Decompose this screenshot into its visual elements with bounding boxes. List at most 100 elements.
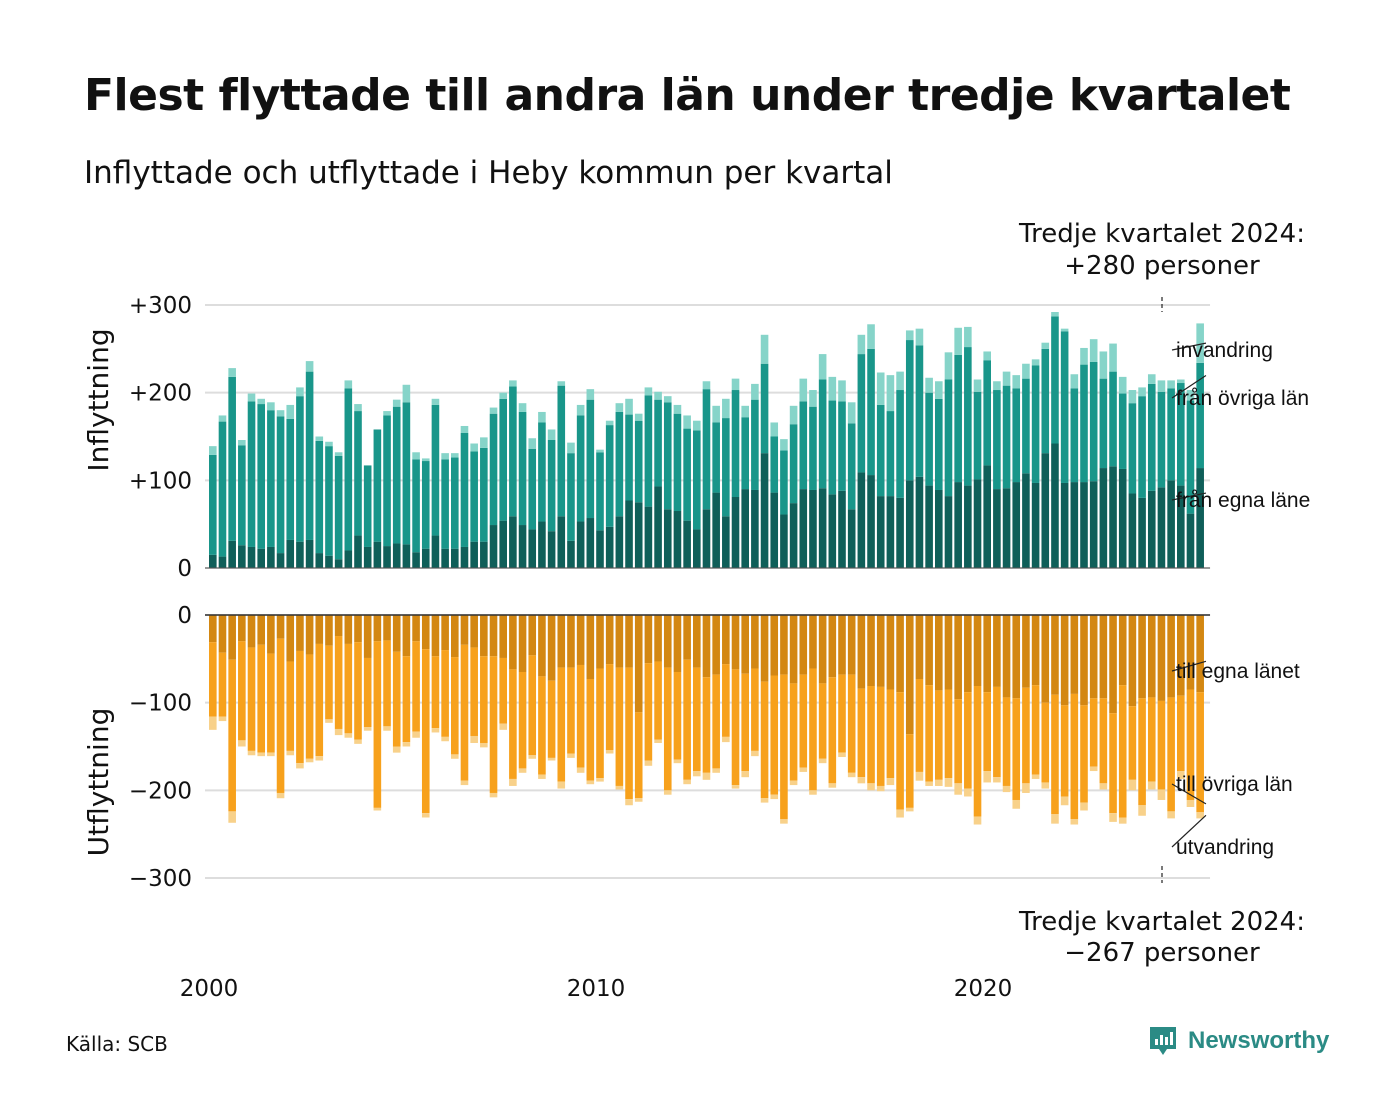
bar-in-immigration xyxy=(276,410,285,417)
bar-out-other-county xyxy=(276,638,285,793)
bar-in-other-county xyxy=(925,392,933,486)
bar-out-other-county xyxy=(325,645,333,720)
bar-out-emigration xyxy=(741,771,749,778)
bar-in-other-county xyxy=(509,386,517,517)
bar-in-own-county xyxy=(847,509,856,568)
bar-in-immigration xyxy=(905,330,914,341)
bar-out-other-county xyxy=(344,643,353,734)
bar-in-own-county xyxy=(634,502,643,568)
bar-in-own-county xyxy=(925,485,933,568)
bar-in-own-county xyxy=(954,482,962,568)
bar-in-own-county xyxy=(383,546,391,568)
bar-in-immigration xyxy=(809,390,817,407)
bar-out-own-county xyxy=(1196,615,1204,693)
bar-out-own-county xyxy=(896,615,904,693)
bar-in-own-county xyxy=(1089,481,1098,568)
bar-in-other-county xyxy=(557,385,566,517)
outflow-y-tick-label: 0 xyxy=(177,603,192,629)
bar-out-emigration xyxy=(1118,817,1127,824)
bar-out-other-county xyxy=(770,675,779,795)
bar-out-other-county xyxy=(809,668,817,791)
bar-in-own-county xyxy=(615,516,624,568)
bar-in-other-county xyxy=(1060,331,1069,483)
bar-out-other-county xyxy=(315,643,324,757)
bar-in-immigration xyxy=(857,334,866,355)
bar-in-immigration xyxy=(683,415,691,429)
bar-in-other-county xyxy=(1118,393,1127,469)
bar-out-other-county xyxy=(1031,685,1040,775)
bar-out-other-county xyxy=(1186,689,1195,800)
bar-in-own-county xyxy=(257,548,265,568)
bar-out-own-county xyxy=(305,615,314,655)
bar-in-other-county xyxy=(1157,391,1166,488)
bar-in-immigration xyxy=(1041,342,1050,349)
bar-out-emigration xyxy=(683,779,691,785)
bar-in-own-county xyxy=(1157,487,1166,568)
bar-out-other-county xyxy=(557,667,566,782)
bar-out-own-county xyxy=(421,615,430,650)
bar-out-emigration xyxy=(605,750,614,754)
bar-in-own-county xyxy=(247,546,256,568)
bar-out-own-county xyxy=(644,615,653,664)
bar-in-own-county xyxy=(373,541,382,568)
bar-in-own-county xyxy=(973,479,982,568)
bar-out-emigration xyxy=(1012,799,1021,809)
bar-out-own-county xyxy=(935,615,943,691)
bar-out-own-county xyxy=(905,615,914,735)
source-label: Källa: SCB xyxy=(66,1032,168,1056)
bar-in-other-county xyxy=(876,404,885,497)
bar-out-emigration xyxy=(218,716,227,722)
bar-out-emigration xyxy=(1089,766,1098,772)
bar-out-own-county xyxy=(1118,615,1127,686)
bar-in-other-county xyxy=(596,452,604,531)
bar-out-emigration xyxy=(412,731,420,738)
bar-in-own-county xyxy=(1186,513,1195,568)
bar-out-emigration xyxy=(896,809,904,818)
inflow-y-tick-label: +100 xyxy=(129,468,192,494)
bar-in-immigration xyxy=(586,389,595,400)
bar-out-emigration xyxy=(663,790,672,795)
bar-in-other-county xyxy=(1041,348,1050,454)
bar-in-immigration xyxy=(596,449,604,453)
bar-out-own-county xyxy=(1177,615,1185,696)
bar-out-emigration xyxy=(238,740,246,747)
bar-out-emigration xyxy=(1041,782,1050,789)
inflow-y-tick-label: +200 xyxy=(129,381,192,407)
bar-out-other-county xyxy=(780,674,788,820)
bar-out-emigration xyxy=(1031,774,1040,779)
bar-out-emigration xyxy=(693,771,701,777)
bar-in-other-county xyxy=(1031,365,1040,483)
bar-out-other-county xyxy=(1070,693,1079,820)
bar-in-other-county xyxy=(663,402,672,510)
bar-out-own-county xyxy=(363,615,372,658)
bar-in-own-county xyxy=(276,553,285,568)
bar-out-emigration xyxy=(547,757,556,761)
bar-in-other-county xyxy=(480,447,488,542)
bar-in-own-county xyxy=(693,529,701,568)
bar-in-own-county xyxy=(751,489,759,568)
bar-in-other-county xyxy=(586,399,595,519)
bar-out-own-county xyxy=(625,615,633,668)
bar-out-emigration xyxy=(625,799,633,806)
bar-in-own-county xyxy=(238,545,246,568)
bar-in-other-county xyxy=(1196,362,1204,469)
bar-in-own-county xyxy=(1167,480,1175,568)
bar-out-other-county xyxy=(1089,698,1098,767)
bar-out-own-county xyxy=(876,615,885,687)
bar-in-immigration xyxy=(383,411,391,416)
bar-in-immigration xyxy=(1109,343,1117,372)
bar-in-other-county xyxy=(363,465,372,547)
bar-in-own-county xyxy=(683,520,691,568)
bar-in-immigration xyxy=(673,404,682,414)
bar-out-own-county xyxy=(451,615,459,658)
inflow-bars xyxy=(209,312,1204,568)
newsworthy-logo: Newsworthy xyxy=(1148,1025,1329,1057)
bar-in-own-county xyxy=(625,500,633,568)
x-tick-2010: 2010 xyxy=(567,976,626,1002)
bar-out-other-county xyxy=(267,653,275,753)
bar-out-own-county xyxy=(276,615,285,639)
bar-in-own-county xyxy=(915,476,924,568)
bar-out-other-county xyxy=(886,689,895,779)
label-utvandring: utvandring xyxy=(1176,836,1274,859)
bar-in-other-county xyxy=(412,459,420,553)
